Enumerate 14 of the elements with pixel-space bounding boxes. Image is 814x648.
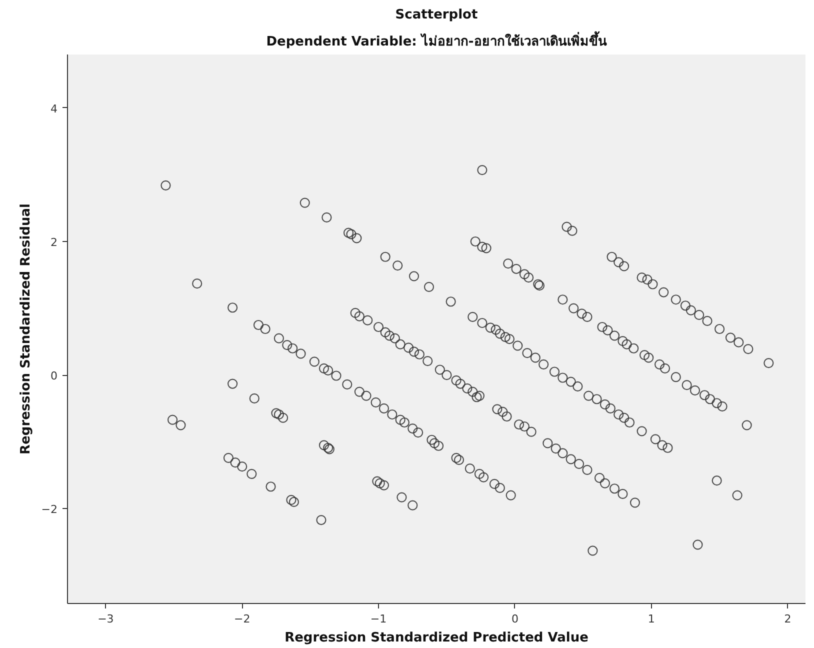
- y-tick-label: 0: [50, 370, 58, 383]
- x-tick-label: 2: [784, 612, 792, 626]
- x-tick-label: −1: [370, 612, 387, 626]
- chart-subtitle: Dependent Variable: ไม่อยาก-อยากใช้เวลาเดินเพิ่มขึ้น: [266, 30, 607, 50]
- x-tick-label: 0: [511, 612, 518, 626]
- y-axis-title: Regression Standardized Residual: [18, 204, 34, 454]
- y-tick-label: 2: [50, 236, 58, 250]
- x-tick-label: −3: [98, 612, 114, 626]
- y-tick-label: −2: [41, 503, 58, 516]
- x-tick-label: −2: [234, 612, 250, 626]
- x-tick-label: 1: [648, 612, 655, 626]
- y-tick-label: 4: [50, 102, 58, 116]
- x-axis-title: Regression Standardized Predicted Value: [284, 630, 589, 646]
- chart-title: Scatterplot: [395, 8, 478, 22]
